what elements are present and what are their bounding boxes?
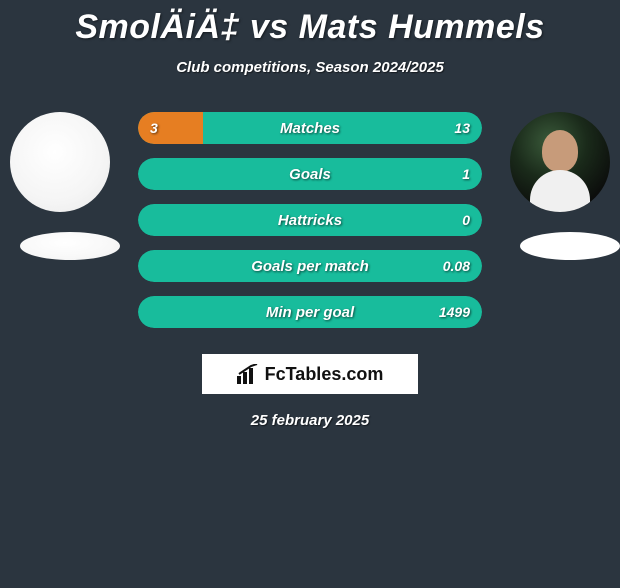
subtitle: Club competitions, Season 2024/2025: [0, 59, 620, 76]
stat-bar: Matches3 13: [138, 112, 482, 144]
stat-bar-label: Goals: [138, 158, 482, 190]
stat-bar-right-value: 0: [462, 204, 470, 236]
player-left-flag: [20, 232, 120, 260]
stat-bar-label: Min per goal: [138, 296, 482, 328]
player-right-flag: [520, 232, 620, 260]
stats-area: Matches3 13 Goals1 Hattricks0 Goals per matc…: [0, 112, 620, 342]
stat-bar-left-value: 3: [150, 112, 158, 144]
brand-box[interactable]: FcTables.com: [202, 354, 418, 394]
stat-bar-right-value: 0.08: [443, 250, 470, 282]
stat-bar: Goals1: [138, 158, 482, 190]
stat-bar: Goals per match0.08: [138, 250, 482, 282]
player-left-avatar: [10, 112, 110, 212]
brand-chart-icon: [237, 364, 259, 384]
stat-bar-label: Goals per match: [138, 250, 482, 282]
stat-bar-right-value: 1499: [439, 296, 470, 328]
comparison-date: 25 february 2025: [0, 412, 620, 429]
page-title: SmolÄiÄ‡ vs Mats Hummels: [0, 8, 620, 47]
stat-bar-label: Hattricks: [138, 204, 482, 236]
player-right-avatar: [510, 112, 610, 212]
stat-bar-right-value: 1: [462, 158, 470, 190]
brand-label: FcTables.com: [265, 364, 384, 385]
stat-bar-label: Matches: [138, 112, 482, 144]
stat-bar: Min per goal1499: [138, 296, 482, 328]
stat-bar-right-value: 13: [454, 112, 470, 144]
stat-bar: Hattricks0: [138, 204, 482, 236]
stat-bars: Matches3 13 Goals1 Hattricks0 Goals per matc…: [138, 112, 482, 342]
